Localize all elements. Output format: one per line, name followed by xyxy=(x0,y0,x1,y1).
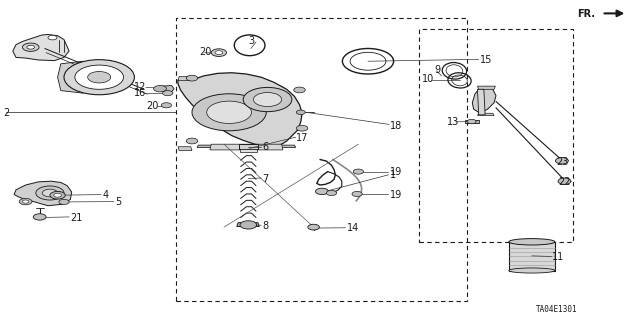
Text: 14: 14 xyxy=(347,223,359,234)
Circle shape xyxy=(556,158,568,164)
Circle shape xyxy=(558,178,571,184)
Polygon shape xyxy=(477,113,494,115)
Text: 13: 13 xyxy=(447,117,459,128)
Text: 1: 1 xyxy=(390,170,396,181)
Polygon shape xyxy=(159,85,174,92)
Circle shape xyxy=(316,188,328,195)
Circle shape xyxy=(186,75,198,81)
Circle shape xyxy=(326,190,337,196)
Polygon shape xyxy=(237,223,259,226)
Circle shape xyxy=(352,191,362,197)
Circle shape xyxy=(240,221,257,229)
Circle shape xyxy=(88,71,111,83)
Polygon shape xyxy=(197,145,296,147)
Circle shape xyxy=(207,101,252,123)
Circle shape xyxy=(467,119,476,124)
Text: 20: 20 xyxy=(146,101,158,111)
Circle shape xyxy=(59,199,69,204)
Polygon shape xyxy=(477,89,485,115)
Polygon shape xyxy=(13,34,69,61)
Text: 8: 8 xyxy=(262,221,269,231)
Circle shape xyxy=(22,200,29,203)
Circle shape xyxy=(42,189,58,197)
Polygon shape xyxy=(178,77,192,80)
Circle shape xyxy=(296,125,308,131)
Polygon shape xyxy=(240,149,257,152)
Text: 6: 6 xyxy=(262,142,269,152)
Text: 18: 18 xyxy=(390,121,403,131)
Circle shape xyxy=(27,45,35,49)
Text: FR.: FR. xyxy=(577,9,595,19)
Circle shape xyxy=(163,91,173,96)
Text: TA04E1301: TA04E1301 xyxy=(536,305,578,314)
Polygon shape xyxy=(465,120,479,123)
Text: 11: 11 xyxy=(552,252,564,262)
Circle shape xyxy=(296,110,305,115)
Circle shape xyxy=(192,94,266,131)
Text: 7: 7 xyxy=(262,174,269,184)
Circle shape xyxy=(54,193,61,197)
Text: 20: 20 xyxy=(200,47,212,57)
Text: 22: 22 xyxy=(559,177,572,188)
Text: 23: 23 xyxy=(556,157,568,167)
Circle shape xyxy=(48,35,57,40)
Circle shape xyxy=(75,65,124,89)
Circle shape xyxy=(36,186,64,200)
Circle shape xyxy=(19,198,32,205)
Text: 12: 12 xyxy=(134,82,147,92)
Text: 17: 17 xyxy=(296,133,308,144)
Circle shape xyxy=(50,191,65,199)
Circle shape xyxy=(22,43,39,51)
Text: 19: 19 xyxy=(390,189,402,200)
Text: 4: 4 xyxy=(102,190,109,200)
Circle shape xyxy=(186,138,198,144)
Circle shape xyxy=(33,214,46,220)
Text: 21: 21 xyxy=(70,212,83,223)
Text: 2: 2 xyxy=(3,108,10,118)
Polygon shape xyxy=(239,144,258,149)
Circle shape xyxy=(211,49,227,56)
Text: 16: 16 xyxy=(134,88,147,98)
Polygon shape xyxy=(477,86,495,89)
Bar xyxy=(419,29,573,242)
Circle shape xyxy=(308,224,319,230)
Circle shape xyxy=(64,60,134,95)
Circle shape xyxy=(253,93,282,107)
Circle shape xyxy=(215,51,223,55)
Circle shape xyxy=(294,87,305,93)
Polygon shape xyxy=(472,87,496,113)
Polygon shape xyxy=(14,181,72,206)
Polygon shape xyxy=(509,242,555,271)
Circle shape xyxy=(154,85,166,92)
Ellipse shape xyxy=(509,268,555,273)
Polygon shape xyxy=(178,73,302,146)
Text: 3: 3 xyxy=(248,36,255,46)
Circle shape xyxy=(243,87,292,112)
Bar xyxy=(176,18,467,301)
Circle shape xyxy=(161,103,172,108)
Text: 9: 9 xyxy=(434,64,440,75)
Text: 15: 15 xyxy=(480,55,492,65)
Ellipse shape xyxy=(509,239,555,245)
Polygon shape xyxy=(210,144,283,150)
Text: 19: 19 xyxy=(390,167,402,177)
Text: 5: 5 xyxy=(115,197,122,207)
Polygon shape xyxy=(178,147,192,151)
Polygon shape xyxy=(58,61,86,93)
Circle shape xyxy=(353,169,364,174)
Text: 10: 10 xyxy=(422,74,435,84)
